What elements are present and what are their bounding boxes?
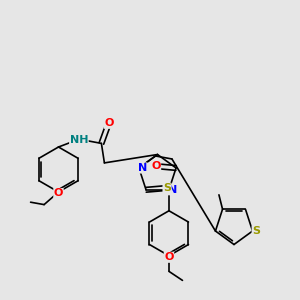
Text: NH: NH [70, 135, 88, 146]
Text: N: N [138, 163, 147, 173]
Text: S: S [252, 226, 260, 236]
Text: O: O [151, 161, 160, 172]
Text: N: N [168, 185, 177, 195]
Text: S: S [163, 183, 171, 193]
Text: O: O [104, 118, 114, 128]
Text: O: O [164, 252, 174, 262]
Text: O: O [54, 188, 63, 199]
